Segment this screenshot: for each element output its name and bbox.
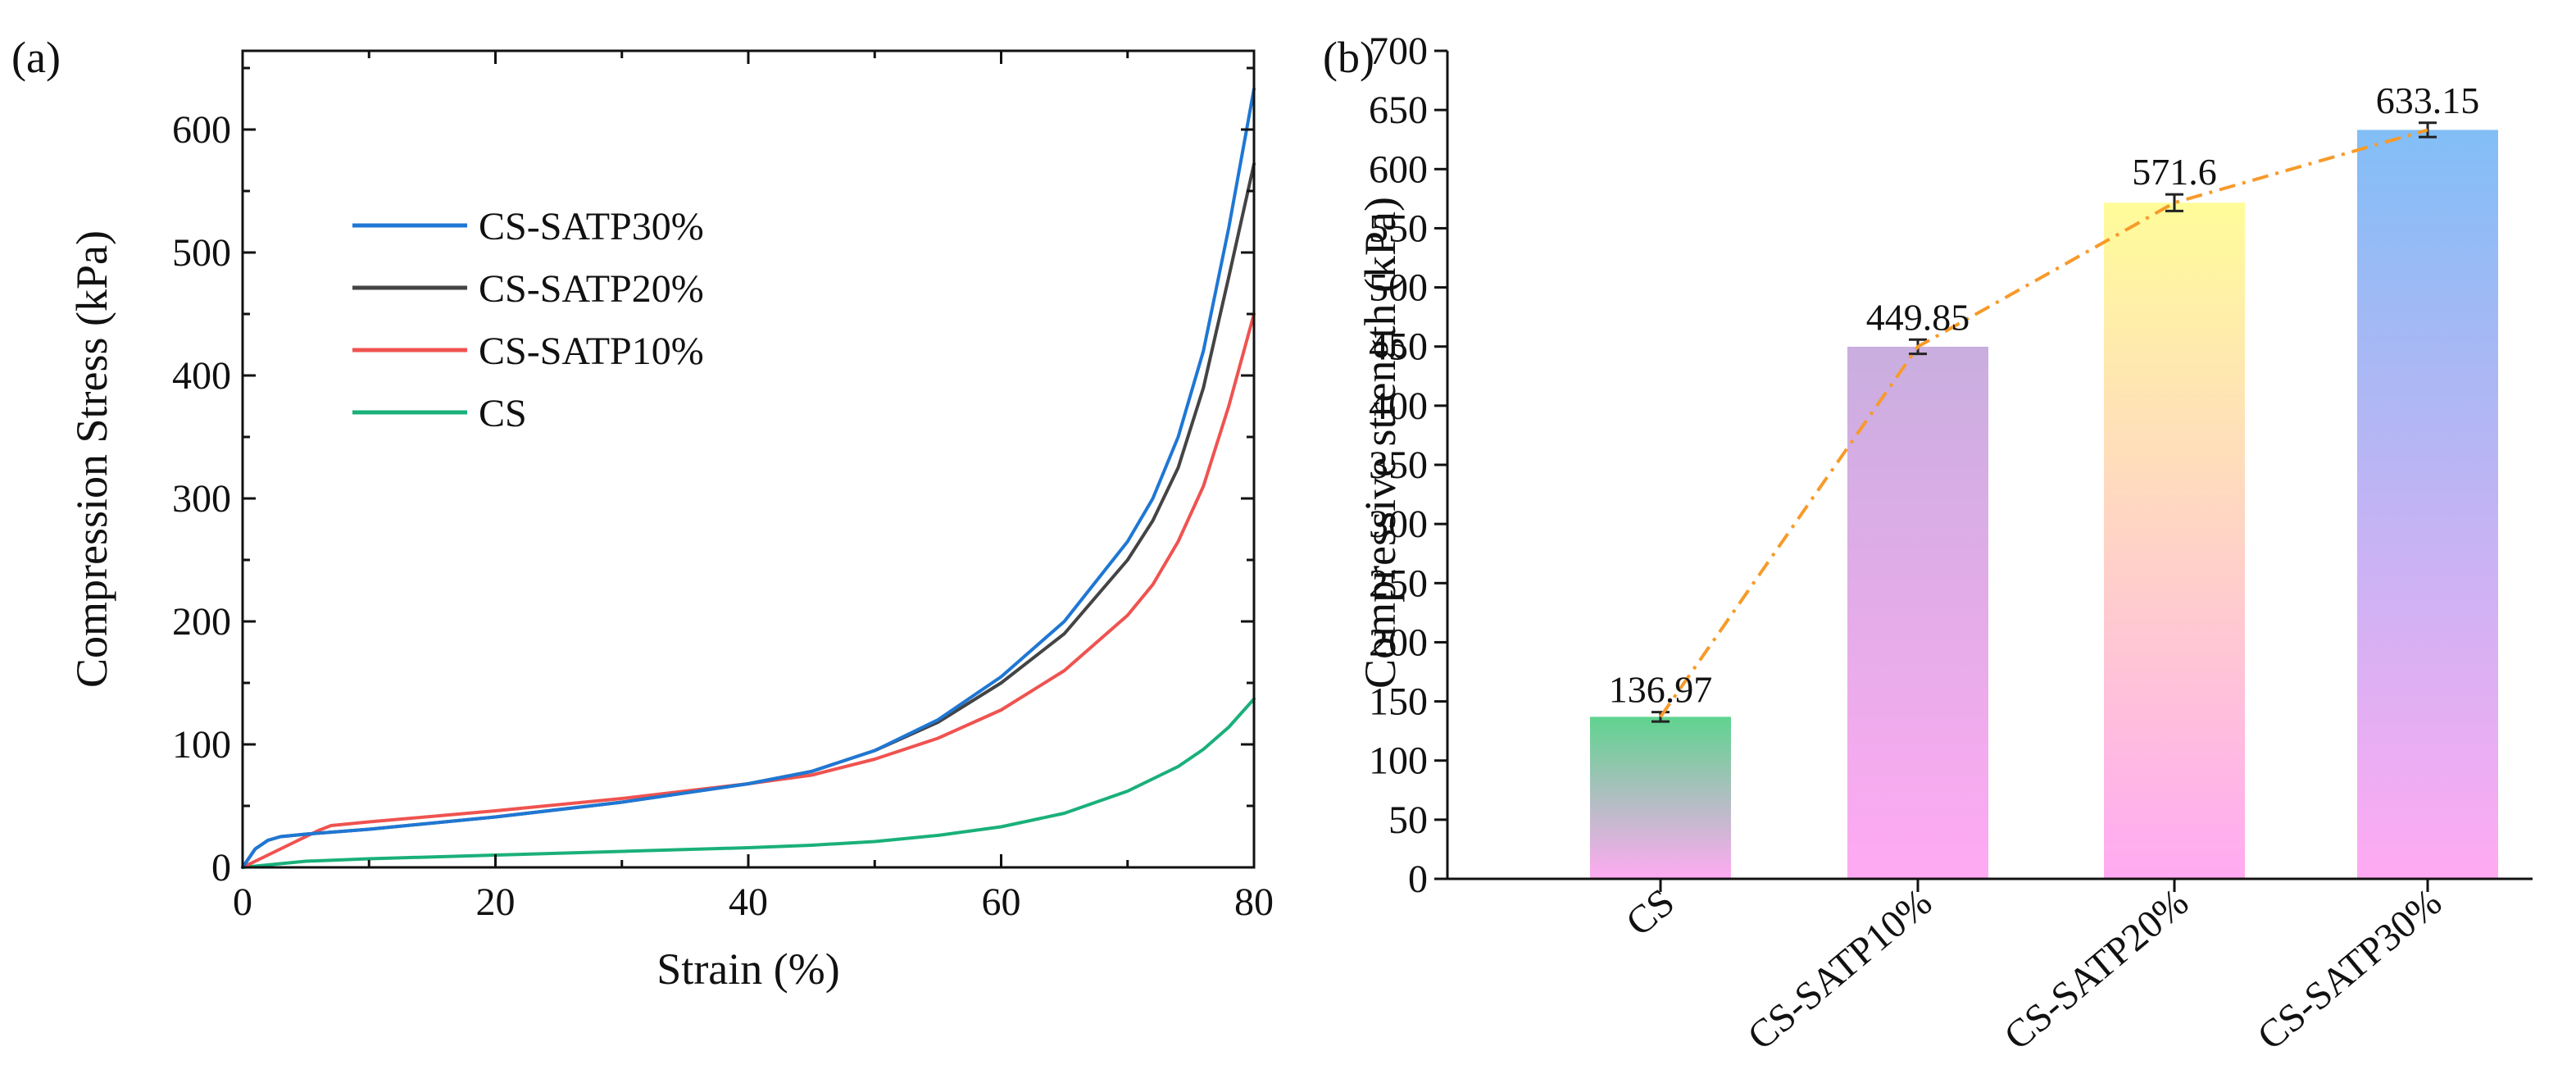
legend-label: CS-SATP20% bbox=[479, 267, 704, 311]
y-tick-label: 150 bbox=[1369, 680, 1428, 724]
plot-b-ylabel: Compressive strength (kPa) bbox=[1356, 197, 1405, 689]
y-tick-label: 50 bbox=[1388, 799, 1428, 842]
legend-label: CS-SATP30% bbox=[479, 205, 704, 248]
y-tick-label: 200 bbox=[1369, 621, 1428, 664]
line-series-group bbox=[241, 87, 1256, 869]
y-tick-label: 700 bbox=[1369, 30, 1428, 73]
bar-value-label: 136.97 bbox=[1609, 669, 1713, 711]
plot-a-xlabel: Strain (%) bbox=[656, 944, 839, 994]
y-tick-label: 400 bbox=[172, 354, 231, 398]
y-tick-label: 500 bbox=[172, 231, 231, 275]
bar-value-label: 449.85 bbox=[1866, 296, 1970, 338]
bar-value-labels: 136.97 449.85 571.6 633.15 bbox=[1609, 80, 2480, 711]
y-tick-label: 600 bbox=[1369, 148, 1428, 191]
plot-a-ylabel: Compression Stress (kPa) bbox=[67, 230, 116, 688]
y-tick-label: 250 bbox=[1369, 562, 1428, 605]
plot-a-ticks: 0 20 40 60 80 0 100 200 300 400 500 600 bbox=[172, 51, 1274, 924]
y-tick-label: 100 bbox=[1369, 739, 1428, 783]
legend-label: CS bbox=[479, 392, 527, 435]
x-tick-label: CS bbox=[1618, 880, 1683, 944]
series-line-2 bbox=[241, 312, 1256, 869]
y-tick-label: 550 bbox=[1369, 207, 1428, 250]
series-line-0 bbox=[241, 87, 1256, 869]
y-tick-label: 0 bbox=[211, 846, 231, 890]
bar bbox=[2357, 130, 2498, 879]
panel-b: (b) 136.97 449.85 571.6 633.15 0 50 100 150 200… bbox=[1323, 30, 2533, 1058]
bar bbox=[1847, 346, 1988, 879]
x-tick-label: CS-SATP30% bbox=[2250, 880, 2451, 1058]
y-tick-label: 300 bbox=[1369, 503, 1428, 546]
x-tick-label: 40 bbox=[729, 880, 768, 924]
x-tick-label: 80 bbox=[1234, 880, 1274, 924]
legend-label: CS-SATP10% bbox=[479, 330, 704, 373]
panel-b-letter: (b) bbox=[1323, 33, 1374, 82]
x-tick-label: CS-SATP20% bbox=[1997, 880, 2197, 1058]
y-tick-label: 200 bbox=[172, 600, 231, 644]
x-tick-label: 60 bbox=[982, 880, 1021, 924]
y-tick-label: 0 bbox=[1408, 858, 1428, 901]
y-tick-label: 300 bbox=[172, 477, 231, 521]
trend-line bbox=[1659, 128, 2428, 718]
y-tick-label: 500 bbox=[1369, 266, 1428, 310]
series-line-1 bbox=[241, 162, 1256, 869]
x-tick-label: 20 bbox=[476, 880, 516, 924]
panel-a-letter: (a) bbox=[11, 33, 61, 82]
y-tick-label: 100 bbox=[172, 723, 231, 767]
bar bbox=[1590, 717, 1731, 879]
y-tick-label: 600 bbox=[172, 108, 231, 152]
panel-a: (a) 0 20 40 60 80 0 100 200 300 400 500 600 Strain … bbox=[11, 33, 1274, 994]
y-tick-label: 350 bbox=[1369, 444, 1428, 487]
y-tick-label: 650 bbox=[1369, 89, 1428, 132]
x-tick-label: 0 bbox=[233, 880, 252, 924]
plot-a-frame bbox=[241, 49, 1256, 869]
bar-value-label: 571.6 bbox=[2132, 151, 2217, 193]
bar bbox=[2104, 202, 2245, 879]
series-line-3 bbox=[241, 697, 1256, 869]
bar-group bbox=[1590, 130, 2498, 879]
x-tick-label: CS-SATP10% bbox=[1740, 880, 1941, 1058]
plot-a-legend: CS-SATP30% CS-SATP20% CS-SATP10% CS bbox=[352, 205, 704, 435]
y-tick-label: 400 bbox=[1369, 384, 1428, 428]
bar-value-label: 633.15 bbox=[2376, 80, 2480, 121]
error-bar-group bbox=[1651, 121, 2437, 723]
y-tick-label: 450 bbox=[1369, 325, 1428, 369]
